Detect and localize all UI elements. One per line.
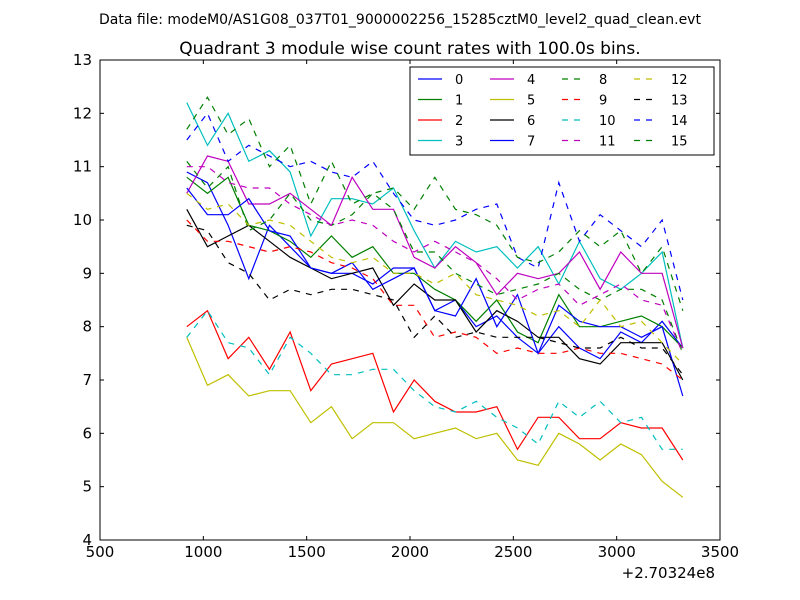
legend-label-10: 10 bbox=[599, 114, 616, 129]
y-tick-label: 8 bbox=[82, 318, 92, 336]
legend-label-3: 3 bbox=[455, 135, 463, 150]
legend-label-9: 9 bbox=[599, 94, 607, 109]
x-tick-label: 1000 bbox=[184, 543, 222, 561]
y-tick-label: 6 bbox=[82, 424, 92, 442]
series-line-12 bbox=[186, 192, 684, 365]
series-line-2 bbox=[186, 309, 684, 461]
legend-label-14: 14 bbox=[671, 114, 688, 129]
y-tick-label: 4 bbox=[82, 531, 92, 549]
legend-label-11: 11 bbox=[599, 135, 616, 150]
series-line-11 bbox=[186, 166, 684, 354]
legend-label-0: 0 bbox=[455, 73, 463, 88]
legend-label-1: 1 bbox=[455, 94, 463, 109]
y-tick-label: 5 bbox=[82, 478, 92, 496]
x-tick-label: 2500 bbox=[494, 543, 532, 561]
y-tick-label: 12 bbox=[73, 104, 92, 122]
axis-ticks: 500 1000 1500 2000 2500 3000 35004567891011121… bbox=[73, 51, 739, 561]
legend-label-15: 15 bbox=[671, 135, 688, 150]
legend-label-2: 2 bbox=[455, 114, 463, 129]
x-tick-label: 3500 bbox=[701, 543, 739, 561]
series-line-13 bbox=[186, 224, 684, 376]
legend-label-12: 12 bbox=[671, 73, 688, 88]
legend-label-13: 13 bbox=[671, 94, 688, 109]
x-tick-label: 1500 bbox=[288, 543, 326, 561]
y-tick-label: 13 bbox=[73, 51, 92, 69]
x-tick-label: 3000 bbox=[598, 543, 636, 561]
x-offset-label: +2.70324e8 bbox=[622, 564, 715, 582]
series-line-9 bbox=[186, 219, 684, 381]
series-line-14 bbox=[186, 112, 684, 301]
legend-label-7: 7 bbox=[527, 135, 535, 150]
x-tick-label: 2000 bbox=[391, 543, 429, 561]
chart-title: Quadrant 3 module wise count rates with … bbox=[179, 39, 640, 59]
legend-label-5: 5 bbox=[527, 94, 535, 109]
suptitle: Data file: modeM0/AS1G08_037T01_90000022… bbox=[99, 12, 701, 28]
y-tick-label: 10 bbox=[73, 211, 92, 229]
y-tick-label: 11 bbox=[73, 158, 92, 176]
series-line-5 bbox=[186, 337, 684, 498]
legend-label-8: 8 bbox=[599, 73, 607, 88]
y-tick-label: 7 bbox=[82, 371, 92, 389]
series-line-4 bbox=[186, 155, 684, 349]
x-tick-label: 500 bbox=[86, 543, 115, 561]
series-line-7 bbox=[186, 187, 684, 397]
series-line-6 bbox=[186, 209, 684, 381]
plot-area bbox=[186, 96, 684, 498]
legend-label-4: 4 bbox=[527, 73, 535, 88]
legend-label-6: 6 bbox=[527, 114, 535, 129]
series-line-15 bbox=[186, 96, 684, 311]
y-tick-label: 9 bbox=[82, 264, 92, 282]
